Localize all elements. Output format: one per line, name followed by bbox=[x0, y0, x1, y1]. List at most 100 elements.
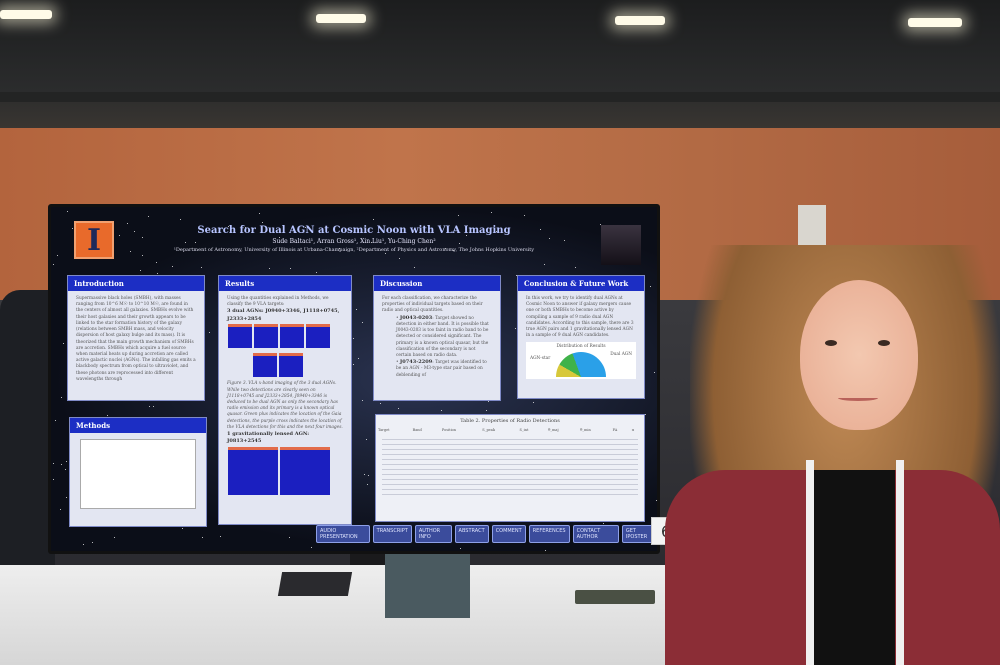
lensed-images bbox=[227, 446, 343, 499]
star bbox=[385, 253, 386, 254]
author-video[interactable] bbox=[601, 225, 641, 265]
poster-button-abstract[interactable]: ABSTRACT bbox=[455, 525, 489, 543]
star bbox=[269, 268, 270, 269]
star bbox=[66, 461, 67, 462]
star bbox=[61, 464, 62, 465]
radio-detections-table: Target Band Position S_peak S_int θ_maj θ_min P… bbox=[376, 427, 644, 432]
table-caption: Table 2. Properties of Radio Detections bbox=[376, 415, 644, 427]
results-pie-chart: Distribution of Results AGN-star Dual AG… bbox=[526, 342, 636, 379]
results-intro: Using the quantities explained in Method… bbox=[227, 296, 343, 308]
star bbox=[289, 537, 290, 538]
conclusion-text: In this work, we try to identify dual AG… bbox=[526, 296, 636, 340]
star bbox=[202, 537, 203, 538]
star bbox=[533, 402, 534, 403]
presenter-face bbox=[800, 280, 918, 430]
star bbox=[316, 272, 317, 273]
star bbox=[259, 213, 260, 214]
keyboard bbox=[278, 572, 352, 596]
star bbox=[311, 547, 312, 548]
star bbox=[53, 463, 54, 464]
star bbox=[353, 364, 354, 365]
conclusion-panel[interactable]: Conclusion & Future Work In this work, w… bbox=[517, 275, 645, 399]
chart-title: Distribution of Results bbox=[528, 344, 634, 350]
poster-button-author-info[interactable]: AUTHOR INFO bbox=[415, 525, 452, 543]
laptop bbox=[385, 548, 470, 618]
introduction-panel[interactable]: Introduction Supermassive black holes (S… bbox=[67, 275, 205, 401]
poster-button-references[interactable]: REFERENCES bbox=[529, 525, 570, 543]
dual-agn-heading: 3 dual AGNs: J0940+3346, J1118+0745, J23… bbox=[227, 308, 339, 321]
star bbox=[645, 414, 646, 415]
star bbox=[149, 406, 150, 407]
star bbox=[362, 400, 363, 401]
table-header: Position bbox=[440, 427, 480, 432]
star bbox=[107, 415, 108, 416]
star bbox=[654, 372, 655, 373]
poster-button-comment[interactable]: COMMENT bbox=[492, 525, 526, 543]
table-header: PA bbox=[611, 427, 630, 432]
star bbox=[515, 328, 516, 329]
discussion-panel[interactable]: Discussion For each classification, we c… bbox=[373, 275, 501, 401]
star bbox=[220, 536, 221, 537]
panel-heading: Conclusion & Future Work bbox=[518, 276, 644, 291]
lanyard bbox=[806, 460, 904, 665]
star bbox=[209, 332, 210, 333]
ceiling-light bbox=[615, 16, 665, 25]
poster-affiliations: ¹Department of Astronomy, University of … bbox=[51, 247, 657, 253]
star bbox=[366, 439, 367, 440]
table-header: θ_maj bbox=[546, 427, 578, 432]
star bbox=[356, 309, 357, 310]
star bbox=[603, 523, 604, 524]
star bbox=[488, 401, 489, 402]
table-header: Target bbox=[376, 427, 411, 432]
star bbox=[156, 262, 157, 263]
panel-text: Supermassive black holes (SMBH), with ma… bbox=[68, 291, 204, 388]
poster-title: Search for Dual AGN at Cosmic Noon with … bbox=[51, 225, 657, 236]
star bbox=[127, 223, 128, 224]
spectrum-plot bbox=[80, 439, 196, 509]
pie-slices bbox=[556, 352, 606, 377]
phone bbox=[575, 590, 655, 604]
eposter-screen: I Search for Dual AGN at Cosmic Noon wit… bbox=[51, 207, 657, 551]
table-header: θ_min bbox=[578, 427, 610, 432]
star bbox=[53, 264, 54, 265]
table-header: α bbox=[630, 427, 644, 432]
star bbox=[491, 212, 492, 213]
star bbox=[364, 474, 365, 475]
star bbox=[60, 509, 61, 510]
results-panel[interactable]: Results Using the quantities explained i… bbox=[218, 275, 352, 525]
ceiling-light bbox=[908, 18, 962, 27]
methods-panel[interactable]: Methods bbox=[69, 417, 207, 527]
star bbox=[656, 500, 657, 501]
ceiling-light bbox=[316, 14, 366, 23]
poster-button-transcript[interactable]: TRANSCRIPT bbox=[373, 525, 412, 543]
star bbox=[460, 548, 461, 549]
poster-button-audio-presentation[interactable]: AUDIO PRESENTATION bbox=[316, 525, 370, 543]
ceiling bbox=[0, 0, 1000, 130]
ceiling-light bbox=[0, 10, 52, 19]
person bbox=[0, 290, 55, 580]
star bbox=[362, 322, 363, 323]
table-header: S_int bbox=[517, 427, 546, 432]
panel-heading: Introduction bbox=[68, 276, 204, 291]
star bbox=[153, 406, 154, 407]
star bbox=[140, 270, 141, 271]
star bbox=[575, 267, 576, 268]
ceiling-beam bbox=[0, 92, 1000, 102]
list-item: • J0743-2209: Target was identified to b… bbox=[382, 359, 492, 379]
star bbox=[544, 264, 545, 265]
table-panel[interactable]: Table 2. Properties of Radio Detections … bbox=[375, 414, 645, 522]
star bbox=[67, 211, 68, 212]
star bbox=[650, 286, 651, 287]
star bbox=[414, 267, 415, 268]
monitor: I Search for Dual AGN at Cosmic Noon wit… bbox=[48, 204, 660, 554]
poster-button-contact-author[interactable]: CONTACT AUTHOR bbox=[573, 525, 619, 543]
star bbox=[380, 403, 381, 404]
star bbox=[92, 542, 93, 543]
star bbox=[65, 469, 66, 470]
table-header: S_peak bbox=[480, 427, 517, 432]
star bbox=[262, 222, 263, 223]
star bbox=[524, 215, 525, 216]
star bbox=[398, 408, 399, 409]
star bbox=[157, 273, 158, 274]
panel-heading: Results bbox=[219, 276, 351, 291]
